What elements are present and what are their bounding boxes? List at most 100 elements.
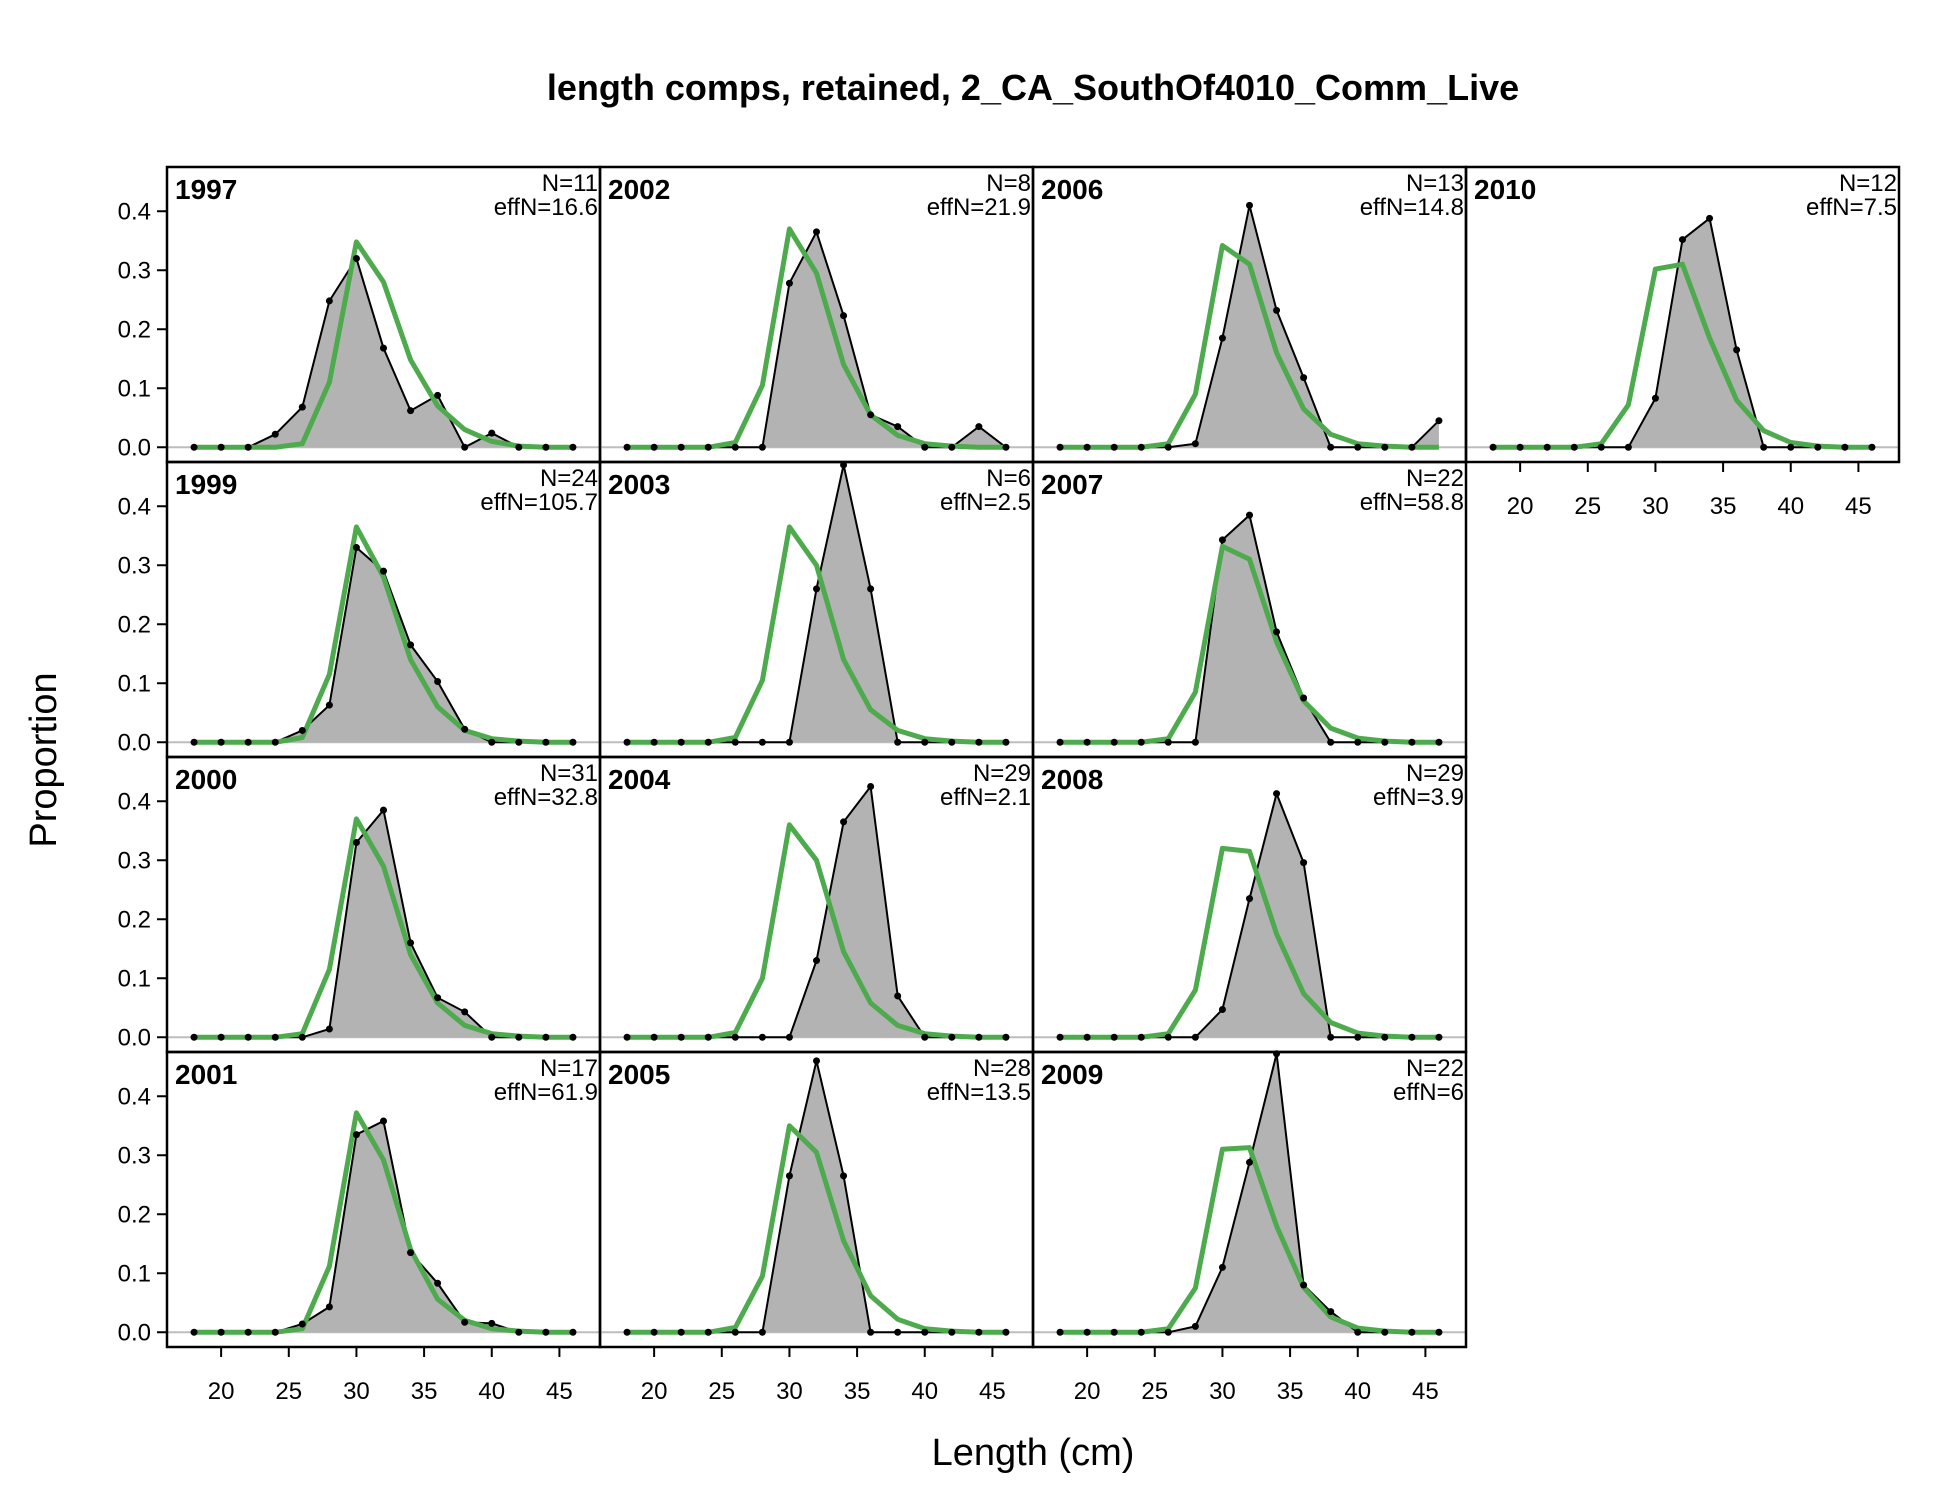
panel-n-label: N=31 bbox=[540, 760, 598, 787]
x-tick-label: 25 bbox=[275, 1378, 302, 1405]
observed-point bbox=[434, 994, 442, 1002]
observed-point bbox=[650, 1328, 658, 1336]
y-tick-label: 0.0 bbox=[118, 729, 151, 756]
observed-point bbox=[461, 725, 469, 733]
observed-point bbox=[271, 1328, 279, 1336]
observed-point bbox=[407, 939, 415, 947]
observed-point bbox=[407, 641, 415, 649]
observed-area bbox=[194, 1121, 573, 1333]
y-tick-label: 0.0 bbox=[118, 434, 151, 461]
x-tick-label: 30 bbox=[776, 1378, 803, 1405]
observed-point bbox=[1543, 443, 1551, 451]
y-tick-label: 0.2 bbox=[118, 611, 151, 638]
x-tick-label: 40 bbox=[1344, 1378, 1371, 1405]
observed-point bbox=[894, 1328, 902, 1336]
observed-point bbox=[1381, 1328, 1389, 1336]
observed-point bbox=[1246, 895, 1253, 903]
observed-point bbox=[758, 443, 766, 451]
observed-point bbox=[352, 839, 360, 847]
panel-effn-label: effN=16.6 bbox=[494, 194, 598, 221]
observed-point bbox=[1381, 1033, 1389, 1041]
observed-point bbox=[1651, 394, 1659, 402]
x-tick-label: 45 bbox=[979, 1378, 1006, 1405]
x-tick-label: 20 bbox=[208, 1378, 235, 1405]
observed-point bbox=[1191, 738, 1199, 746]
observed-point bbox=[867, 411, 875, 419]
panel-effn-label: effN=21.9 bbox=[927, 194, 1031, 221]
x-tick-label: 40 bbox=[911, 1378, 938, 1405]
observed-point bbox=[1408, 443, 1416, 451]
observed-point bbox=[1733, 346, 1741, 354]
observed-point bbox=[921, 1328, 929, 1336]
panel-n-label: N=28 bbox=[973, 1055, 1031, 1082]
observed-point bbox=[894, 992, 902, 1000]
observed-area bbox=[194, 547, 573, 743]
observed-point bbox=[217, 443, 225, 451]
y-tick-label: 0.3 bbox=[118, 257, 151, 284]
observed-point bbox=[785, 1172, 793, 1180]
panel-n-label: N=29 bbox=[973, 760, 1031, 787]
observed-point bbox=[380, 344, 387, 352]
chart-title: length comps, retained, 2_CA_SouthOf4010… bbox=[547, 67, 1519, 108]
observed-point bbox=[1002, 443, 1010, 451]
observed-point bbox=[1056, 443, 1064, 451]
observed-point bbox=[271, 1033, 279, 1041]
observed-point bbox=[515, 443, 523, 451]
x-tick-label: 25 bbox=[1574, 493, 1601, 520]
observed-point bbox=[488, 429, 496, 437]
panel-n-label: N=12 bbox=[1839, 170, 1897, 197]
observed-point bbox=[325, 1303, 333, 1311]
panel-year-label: 2007 bbox=[1041, 469, 1103, 500]
observed-point bbox=[1597, 443, 1605, 451]
x-tick-label: 20 bbox=[1074, 1378, 1101, 1405]
observed-point bbox=[1516, 443, 1524, 451]
x-tick-label: 30 bbox=[1209, 1378, 1236, 1405]
observed-point bbox=[380, 567, 387, 575]
x-tick-label: 30 bbox=[343, 1378, 370, 1405]
observed-point bbox=[840, 312, 848, 320]
observed-point bbox=[1056, 1033, 1064, 1041]
y-tick-label: 0.0 bbox=[118, 1024, 151, 1051]
observed-point bbox=[190, 1033, 198, 1041]
observed-point bbox=[1408, 1328, 1416, 1336]
observed-point bbox=[244, 1328, 252, 1336]
observed-point bbox=[1002, 1328, 1010, 1336]
observed-area bbox=[194, 810, 573, 1038]
panel-n-label: N=8 bbox=[986, 170, 1031, 197]
observed-point bbox=[1246, 511, 1253, 519]
observed-point bbox=[1110, 1328, 1118, 1336]
y-tick-label: 0.4 bbox=[118, 493, 151, 520]
x-tick-label: 35 bbox=[411, 1378, 438, 1405]
expected-line bbox=[1060, 1145, 1439, 1335]
observed-point bbox=[1218, 334, 1226, 342]
observed-point bbox=[948, 443, 956, 451]
observed-point bbox=[867, 783, 875, 790]
observed-point bbox=[325, 1025, 333, 1033]
panel-n-label: N=29 bbox=[1406, 760, 1464, 787]
panel-year-label: 2002 bbox=[608, 174, 670, 205]
observed-point bbox=[380, 806, 387, 814]
panel-year-label: 1999 bbox=[175, 469, 237, 500]
y-tick-label: 0.2 bbox=[118, 316, 151, 343]
observed-point bbox=[1191, 440, 1199, 448]
observed-point bbox=[488, 738, 496, 746]
observed-point bbox=[975, 1033, 983, 1041]
observed-point bbox=[948, 1033, 956, 1041]
observed-point bbox=[1354, 1033, 1362, 1041]
observed-point bbox=[623, 1328, 631, 1336]
observed-point bbox=[1489, 443, 1497, 451]
observed-point bbox=[1327, 738, 1335, 746]
observed-point bbox=[1435, 738, 1443, 746]
observed-point bbox=[515, 1033, 523, 1041]
observed-point bbox=[1435, 1033, 1443, 1041]
expected-line bbox=[194, 1110, 573, 1335]
x-tick-label: 45 bbox=[546, 1378, 573, 1405]
expected-line bbox=[1493, 261, 1872, 450]
observed-point bbox=[785, 738, 793, 746]
observed-point bbox=[1814, 443, 1822, 451]
observed-point bbox=[1164, 738, 1172, 746]
